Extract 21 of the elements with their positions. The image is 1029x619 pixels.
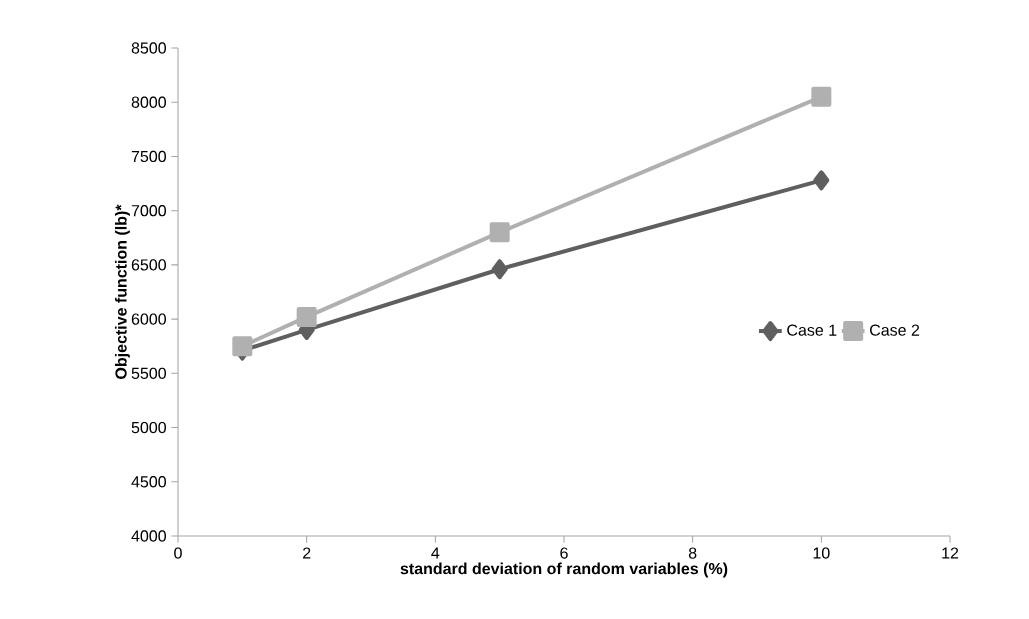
y-tick-label: 4000 xyxy=(131,530,166,542)
y-tick-label: 7000 xyxy=(131,205,166,217)
y-tick-label: 5500 xyxy=(131,367,166,379)
y-tick-label: 6500 xyxy=(131,259,166,271)
x-tick-label: 10 xyxy=(813,547,830,559)
x-tick-label: 6 xyxy=(560,547,568,559)
y-tick-label: 5000 xyxy=(131,421,166,434)
x-tick-label: 12 xyxy=(942,547,959,559)
x-tick-label: 2 xyxy=(303,547,311,559)
x-tick-label: 0 xyxy=(174,547,182,559)
x-tick-label: 4 xyxy=(431,547,440,559)
y-tick-label: 4500 xyxy=(131,476,166,488)
y-axis-title: Objective function (lb)* xyxy=(114,204,130,379)
y-tick-label: 8000 xyxy=(131,96,166,108)
y-tick-label: 6000 xyxy=(131,313,166,325)
y-tick-label: 7500 xyxy=(131,150,166,163)
legend-label: Case 1 xyxy=(787,324,837,336)
x-axis-title: standard deviation of random variables (%) xyxy=(400,562,728,578)
y-tick-label: 8500 xyxy=(131,42,166,54)
x-tick-label: 8 xyxy=(688,547,697,559)
legend-label: Case 2 xyxy=(870,324,920,336)
